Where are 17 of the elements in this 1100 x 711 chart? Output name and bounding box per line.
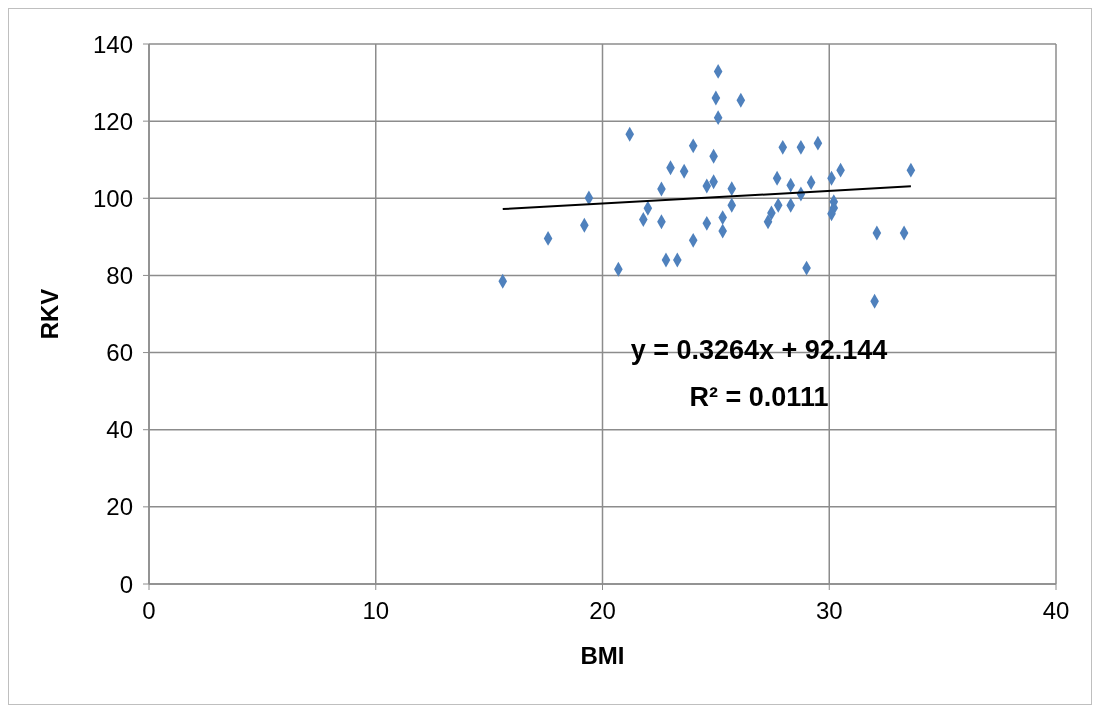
x-tick-label: 10 (362, 597, 390, 625)
y-tick-label: 100 (92, 184, 133, 212)
x-tick-label: 40 (1042, 597, 1070, 625)
y-tick-label: 0 (119, 570, 133, 598)
y-tick-label: 20 (106, 493, 133, 521)
y-tick-label: 60 (106, 339, 133, 367)
y-tick-label: 40 (106, 416, 133, 444)
x-tick-label: 30 (815, 597, 843, 625)
y-tick-label: 140 (92, 30, 133, 58)
y-axis-title: RKV (35, 288, 63, 340)
annotation: y = 0.3264x + 92.144 (629, 334, 889, 367)
annotation: R² = 0.0111 (688, 381, 830, 414)
y-tick-label: 80 (106, 261, 133, 289)
x-tick-label: 0 (142, 597, 156, 625)
x-tick-label: 20 (589, 597, 616, 625)
x-axis-title: BMI (580, 642, 625, 669)
y-tick-label: 120 (92, 107, 133, 135)
